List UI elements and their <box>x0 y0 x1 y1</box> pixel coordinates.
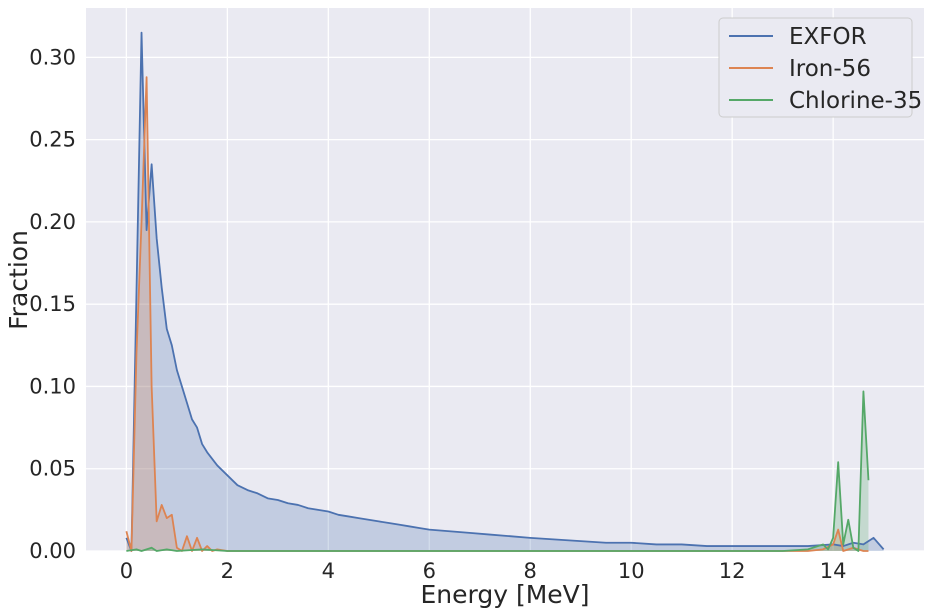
x-tick-label: 14 <box>820 559 847 583</box>
legend-label-exfor: EXFOR <box>789 24 867 50</box>
legend: EXFOR Iron-56 Chlorine-35 <box>718 17 922 118</box>
y-tick-label: 0.00 <box>29 539 76 563</box>
x-tick-label: 12 <box>719 559 746 583</box>
x-axis-label: Energy [MeV] <box>420 580 589 609</box>
series-line-chlorine-35 <box>126 390 870 552</box>
y-tick-label: 0.25 <box>29 128 76 152</box>
x-tick-label: 0 <box>120 559 133 583</box>
series-line-exfor <box>125 31 885 552</box>
y-tick-label: 0.30 <box>29 45 76 69</box>
y-tick-label: 0.10 <box>29 374 76 398</box>
y-axis-label: Fraction <box>4 230 33 330</box>
y-tick-label: 0.20 <box>29 210 76 234</box>
series-lines <box>125 31 885 552</box>
legend-frame <box>718 17 913 118</box>
legend-label-chlorine-35: Chlorine-35 <box>789 88 922 114</box>
series-area-exfor <box>126 32 884 552</box>
legend-label-iron-56: Iron-56 <box>789 56 871 82</box>
x-tick-label: 10 <box>618 559 645 583</box>
x-tick-label: 6 <box>423 559 436 583</box>
x-tick-label: 2 <box>221 559 234 583</box>
y-tick-labels: 0.00 0.05 0.10 0.15 0.20 0.25 0.30 <box>29 45 76 563</box>
x-tick-label: 8 <box>524 559 537 583</box>
y-tick-label: 0.15 <box>29 292 76 316</box>
y-tick-label: 0.05 <box>29 457 76 481</box>
x-tick-labels: 0 2 4 6 8 10 12 14 <box>120 559 847 583</box>
series-areas <box>126 32 884 552</box>
x-tick-label: 4 <box>322 559 335 583</box>
